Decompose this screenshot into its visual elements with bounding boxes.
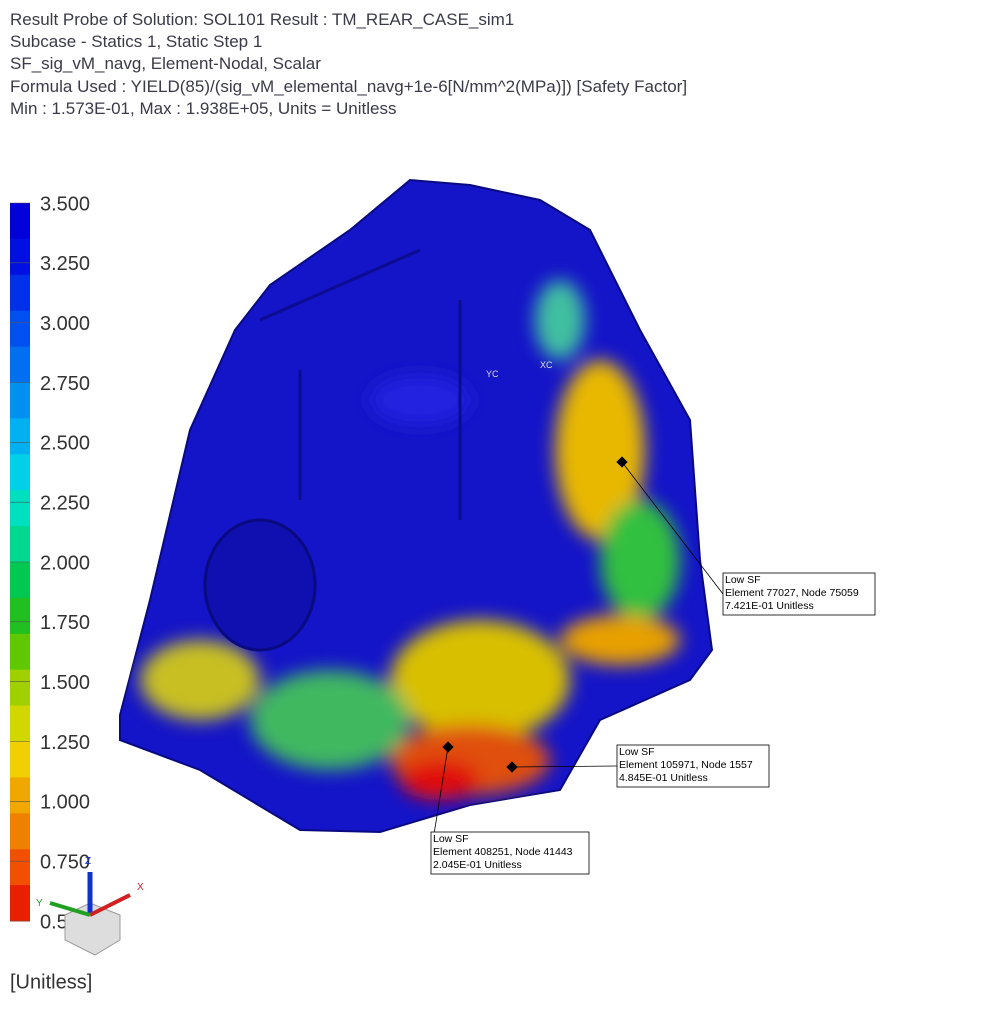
legend-band	[10, 777, 30, 814]
legend-band	[10, 454, 30, 491]
annotation-text: 2.045E-01 Unitless	[433, 859, 522, 871]
header-line: Result Probe of Solution: SOL101 Result …	[10, 10, 515, 29]
legend-band	[10, 669, 30, 707]
legend-band	[10, 849, 30, 886]
triad-label: Z	[85, 856, 91, 867]
legend-band	[10, 274, 30, 312]
legend-band	[10, 346, 30, 383]
triad-label: X	[137, 882, 144, 893]
leader-line	[511, 765, 618, 768]
legend-band	[10, 813, 30, 850]
probe-marker	[442, 741, 454, 753]
model-label: XC	[540, 360, 553, 370]
legend-label: 3.250	[40, 253, 90, 275]
probe-marker	[506, 761, 518, 773]
header-line: Formula Used : YIELD(85)/(sig_vM_element…	[10, 77, 688, 96]
legend-label: 1.000	[40, 792, 90, 814]
legend-label: 3.500	[40, 193, 90, 215]
legend-band	[10, 238, 30, 276]
legend-band	[10, 310, 30, 348]
legend-label: 2.000	[40, 552, 90, 574]
leader-line	[621, 461, 724, 595]
legend-band	[10, 741, 30, 778]
triad: Z X Y	[36, 856, 144, 956]
annotation-text: Element 77027, Node 75059	[725, 587, 859, 599]
triad-label: Y	[36, 898, 43, 909]
legend-band	[10, 418, 30, 455]
legend-band	[10, 526, 30, 563]
legend-band	[10, 490, 30, 527]
legend: 3.500 3.250 3.000 2.750 2.500 2.250 2.000 1.750…	[10, 193, 90, 933]
model-label: YC	[486, 369, 499, 379]
legend-label: 3.000	[40, 313, 90, 335]
annotation-text: Low SF	[619, 746, 655, 758]
annotation-text: Low SF	[725, 574, 761, 586]
legend-label: 2.500	[40, 433, 90, 455]
legend-units: [Unitless]	[10, 971, 92, 993]
model	[119, 179, 713, 833]
legend-label: 2.250	[40, 492, 90, 514]
legend-label: 0.750	[40, 851, 90, 873]
legend-band	[10, 705, 30, 742]
probe-marker	[616, 456, 628, 468]
annotation-box	[430, 831, 590, 875]
legend-label: 1.750	[40, 612, 90, 634]
legend-band	[10, 562, 30, 599]
header-line: Min : 1.573E-01, Max : 1.938E+05, Units …	[10, 99, 397, 118]
legend-label: 1.500	[40, 672, 90, 694]
legend-label: 1.250	[40, 732, 90, 754]
annotation-text: 7.421E-01 Unitless	[725, 600, 814, 612]
annotation-text: Element 105971, Node 1557	[619, 759, 753, 771]
header-line: SF_sig_vM_navg, Element-Nodal, Scalar	[10, 54, 321, 73]
legend-band	[10, 597, 30, 635]
annotation-text: Element 408251, Node 41443	[433, 846, 573, 858]
legend-band	[10, 633, 30, 671]
annotation-box	[616, 744, 770, 788]
header-line: Subcase - Statics 1, Static Step 1	[10, 32, 263, 51]
annotation-text: Low SF	[433, 833, 469, 845]
legend-band	[10, 203, 30, 240]
legend-band	[10, 382, 30, 419]
annotation-text: 4.845E-01 Unitless	[619, 772, 708, 784]
legend-band	[10, 885, 30, 922]
legend-label: 2.750	[40, 373, 90, 395]
annotation-box	[722, 572, 876, 616]
